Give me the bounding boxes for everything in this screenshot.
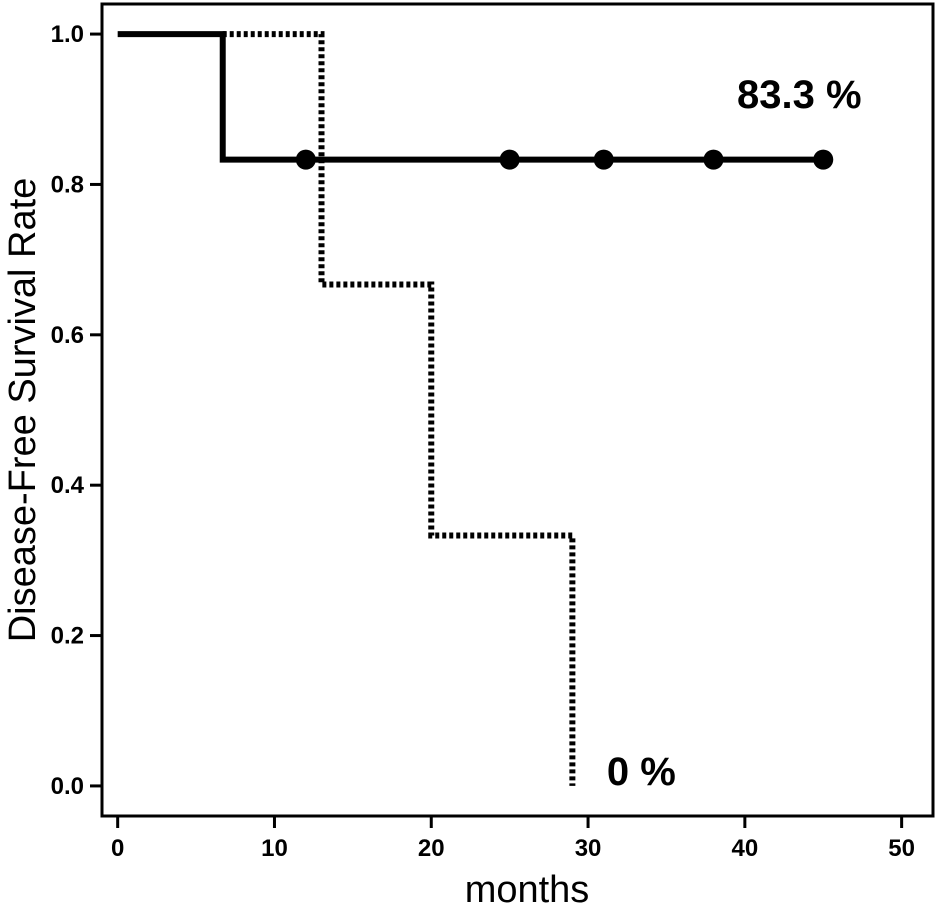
censor-mark: [593, 149, 614, 170]
censor-mark: [295, 149, 316, 170]
plot-frame: [100, 2, 935, 818]
censor-mark: [499, 149, 520, 170]
x-axis-ticks: 0 10 20 30 40 50: [111, 816, 915, 862]
x-tick-label: 0: [111, 835, 124, 862]
x-axis-title: months: [465, 869, 590, 910]
x-tick-label: 10: [261, 835, 288, 862]
solid-series-line: [117, 31, 824, 163]
annotation-layer: 83.3 % 0 %: [607, 73, 862, 794]
y-tick-label: 0.2: [51, 623, 84, 650]
x-tick-label: 50: [888, 835, 915, 862]
annotation-label: 83.3 %: [737, 73, 862, 117]
y-axis-ticks: 0.0 0.2 0.4 0.6 0.8 1.0: [51, 21, 102, 800]
y-tick-label: 0.6: [51, 322, 84, 349]
annotation-label: 0 %: [607, 750, 676, 794]
y-tick-label: 0.4: [51, 472, 85, 499]
censor-mark: [813, 149, 834, 170]
x-tick-label: 40: [731, 835, 758, 862]
y-tick-label: 0.8: [51, 171, 84, 198]
y-tick-label: 0.0: [51, 773, 84, 800]
y-tick-label: 1.0: [51, 21, 84, 48]
y-axis-title: Disease-Free Survival Rate: [2, 178, 44, 643]
censor-mark: [703, 149, 724, 170]
x-tick-label: 20: [418, 835, 445, 862]
dotted-series-line: [222, 31, 576, 786]
x-tick-label: 30: [575, 835, 602, 862]
series-layer: [117, 31, 834, 786]
